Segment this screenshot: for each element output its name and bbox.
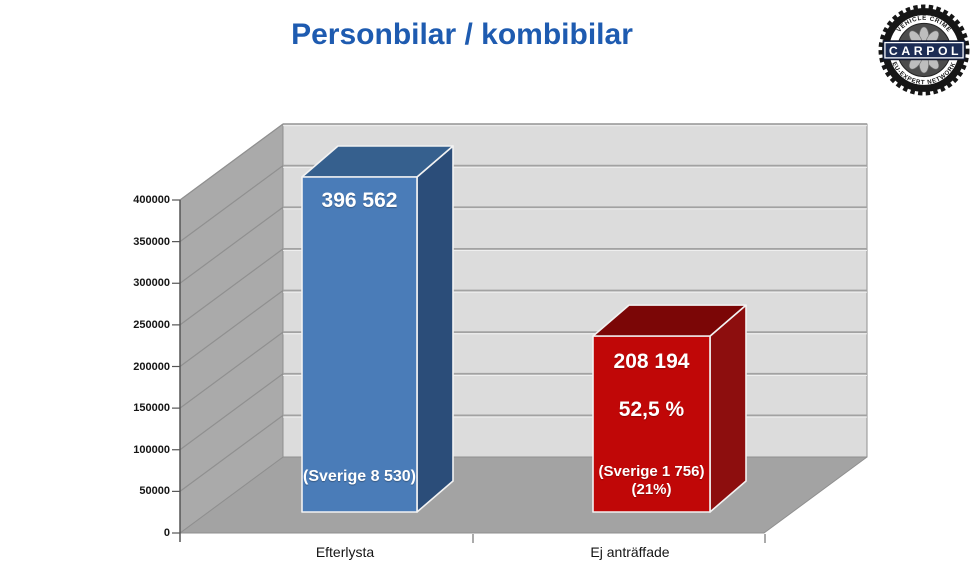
bar-side-face: [416, 145, 454, 513]
bar-front-face: [301, 176, 418, 513]
bar-front-face: [592, 335, 711, 513]
side-wall-gridline: [179, 331, 284, 409]
side-wall-gridline: [179, 373, 284, 451]
carpol-logo-graphic: VEHICLE CRIME EU-EXPERT NETWORK CARPOL: [878, 4, 970, 96]
chart-floor: [179, 456, 868, 534]
side-wall-gridline: [179, 290, 284, 367]
side-wall-gridline: [179, 248, 284, 326]
side-wall-gridline: [179, 414, 284, 492]
tire-tread-ring: [878, 4, 970, 96]
bar-side-face: [709, 304, 747, 513]
side-wall-gridline: [179, 206, 284, 284]
logo-name-band: [882, 40, 966, 61]
side-wall-gridline: [179, 165, 284, 243]
chart-title: Personbilar / kombibilar: [291, 18, 633, 51]
side-wall-gridline: [179, 123, 284, 201]
logo-name-text: CARPOL: [889, 44, 962, 58]
carpol-logo: VEHICLE CRIME EU-EXPERT NETWORK CARPOL: [878, 4, 970, 96]
logo-name-band-border: [884, 42, 964, 59]
